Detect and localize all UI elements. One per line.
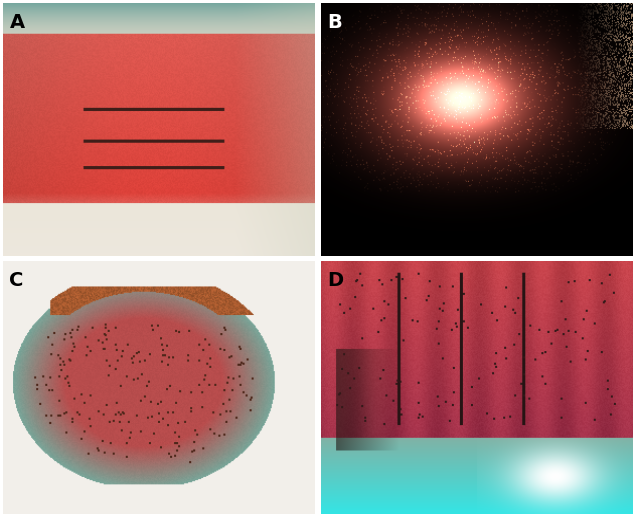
Text: C: C bbox=[10, 271, 24, 290]
Text: B: B bbox=[328, 13, 342, 32]
Text: A: A bbox=[10, 13, 25, 32]
Text: D: D bbox=[328, 271, 343, 290]
